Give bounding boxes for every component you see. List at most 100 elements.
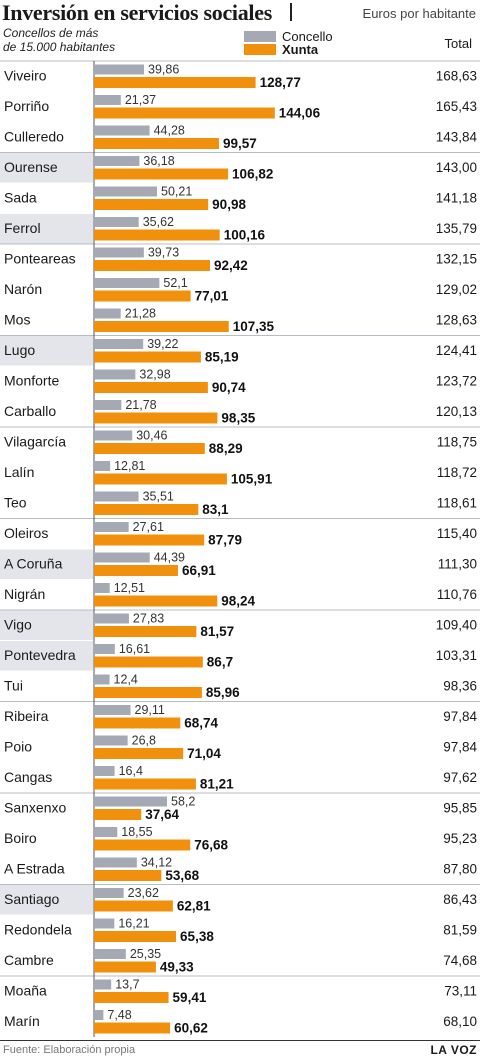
total-value: 86,43 [443, 892, 477, 907]
total-value: 120,13 [436, 404, 477, 419]
bar-xunta [94, 626, 197, 637]
value-label-concello: 12,4 [114, 673, 138, 687]
brand-logo: LA VOZ [430, 1043, 477, 1057]
value-label-xunta: 90,74 [212, 380, 246, 395]
value-label-concello: 13,7 [115, 978, 139, 992]
value-label-concello: 16,4 [119, 764, 143, 778]
subtitle-line-2: de 15.000 habitantes [3, 40, 116, 54]
bar-xunta [94, 321, 229, 332]
municipality-label: Oleiros [4, 525, 48, 541]
value-label-xunta: 98,35 [221, 411, 255, 426]
bar-concello [94, 613, 129, 624]
total-value: 115,40 [437, 526, 477, 541]
subtitle: Concellos de más de 15.000 habitantes [3, 26, 163, 54]
value-label-xunta: 59,41 [173, 990, 207, 1005]
value-label-concello: 7,48 [107, 1008, 131, 1022]
total-value: 109,40 [436, 618, 477, 633]
municipality-label: Sada [4, 190, 37, 206]
municipality-label: Lugo [4, 342, 35, 358]
subtitle-line-1: Concellos de más [3, 26, 99, 40]
bar-xunta [94, 199, 209, 210]
source-note: Fuente: Elaboración propia [3, 1044, 136, 1056]
value-label-concello: 27,83 [133, 612, 164, 626]
municipality-label: Ferrol [4, 220, 41, 236]
value-label-concello: 21,37 [125, 93, 156, 107]
bar-xunta [94, 778, 196, 790]
bar-xunta [94, 77, 256, 88]
value-label-concello: 39,73 [148, 246, 179, 260]
bar-xunta [94, 656, 203, 668]
bar-concello [94, 308, 121, 319]
total-value: 97,62 [443, 770, 477, 785]
bar-xunta [94, 504, 199, 515]
bar-concello [94, 64, 145, 75]
value-label-concello: 23,62 [128, 886, 159, 900]
bar-xunta [94, 534, 205, 546]
highlight-band [0, 549, 93, 579]
total-value: 98,36 [443, 679, 477, 694]
total-value: 95,23 [443, 831, 477, 846]
bar-concello [94, 857, 137, 868]
municipality-label: Vigo [4, 617, 32, 633]
bar-concello [94, 674, 110, 685]
municipality-label: Tui [4, 678, 23, 694]
value-label-xunta: 92,42 [214, 258, 248, 273]
municipality-label: Ponteareas [4, 251, 76, 267]
legend-swatch-xunta [244, 44, 276, 55]
value-label-concello: 21,28 [125, 307, 156, 321]
bar-xunta [94, 473, 227, 485]
bar-xunta [94, 809, 142, 820]
total-value: 97,84 [443, 740, 477, 755]
total-value: 143,00 [436, 160, 477, 175]
total-value: 110,76 [437, 587, 477, 602]
total-value: 168,63 [436, 69, 477, 84]
bar-xunta [94, 351, 201, 363]
municipality-label: A Estrada [4, 861, 65, 877]
value-label-concello: 44,28 [154, 124, 185, 138]
bar-concello [94, 552, 150, 563]
value-label-xunta: 144,06 [279, 106, 321, 121]
value-label-concello: 25,35 [130, 947, 161, 961]
bar-xunta [94, 260, 210, 271]
bar-concello [94, 95, 121, 105]
municipality-label: Redondela [4, 922, 72, 938]
total-value: 74,68 [443, 953, 477, 968]
value-label-concello: 12,51 [114, 581, 145, 595]
municipality-label: Lalín [4, 464, 34, 480]
bar-concello [94, 918, 115, 929]
value-label-xunta: 87,79 [208, 533, 242, 548]
total-value: 128,63 [436, 313, 477, 328]
total-column-header: Total [444, 36, 472, 51]
units-label: Euros por habitante [362, 6, 476, 21]
bar-xunta [94, 412, 218, 424]
bar-xunta [94, 443, 205, 454]
bar-xunta [94, 107, 275, 119]
bar-xunta [94, 870, 162, 881]
bar-xunta [94, 717, 181, 729]
value-label-xunta: 85,96 [206, 685, 240, 700]
municipality-label: Viveiro [4, 68, 47, 84]
total-value: 97,84 [443, 709, 477, 724]
total-value: 68,10 [443, 1014, 477, 1029]
bar-concello [94, 339, 144, 349]
value-label-xunta: 81,57 [200, 624, 234, 639]
bar-concello [94, 583, 110, 593]
value-label-concello: 35,62 [143, 215, 174, 229]
highlight-band [0, 610, 93, 640]
value-label-xunta: 88,29 [209, 441, 243, 456]
bar-concello [94, 644, 115, 654]
value-label-xunta: 100,16 [224, 228, 266, 243]
value-label-concello: 39,86 [148, 63, 179, 77]
bar-xunta [94, 1022, 171, 1034]
value-label-xunta: 98,24 [221, 594, 255, 609]
value-label-xunta: 62,81 [177, 899, 211, 914]
legend-label-xunta: Xunta [282, 42, 319, 57]
bar-concello [94, 125, 150, 136]
value-label-xunta: 86,7 [207, 655, 233, 670]
highlight-band [0, 885, 93, 915]
bar-xunta [94, 229, 220, 241]
municipality-label: Santiago [4, 891, 59, 907]
value-label-xunta: 65,38 [180, 929, 214, 944]
value-label-xunta: 107,35 [233, 319, 275, 334]
